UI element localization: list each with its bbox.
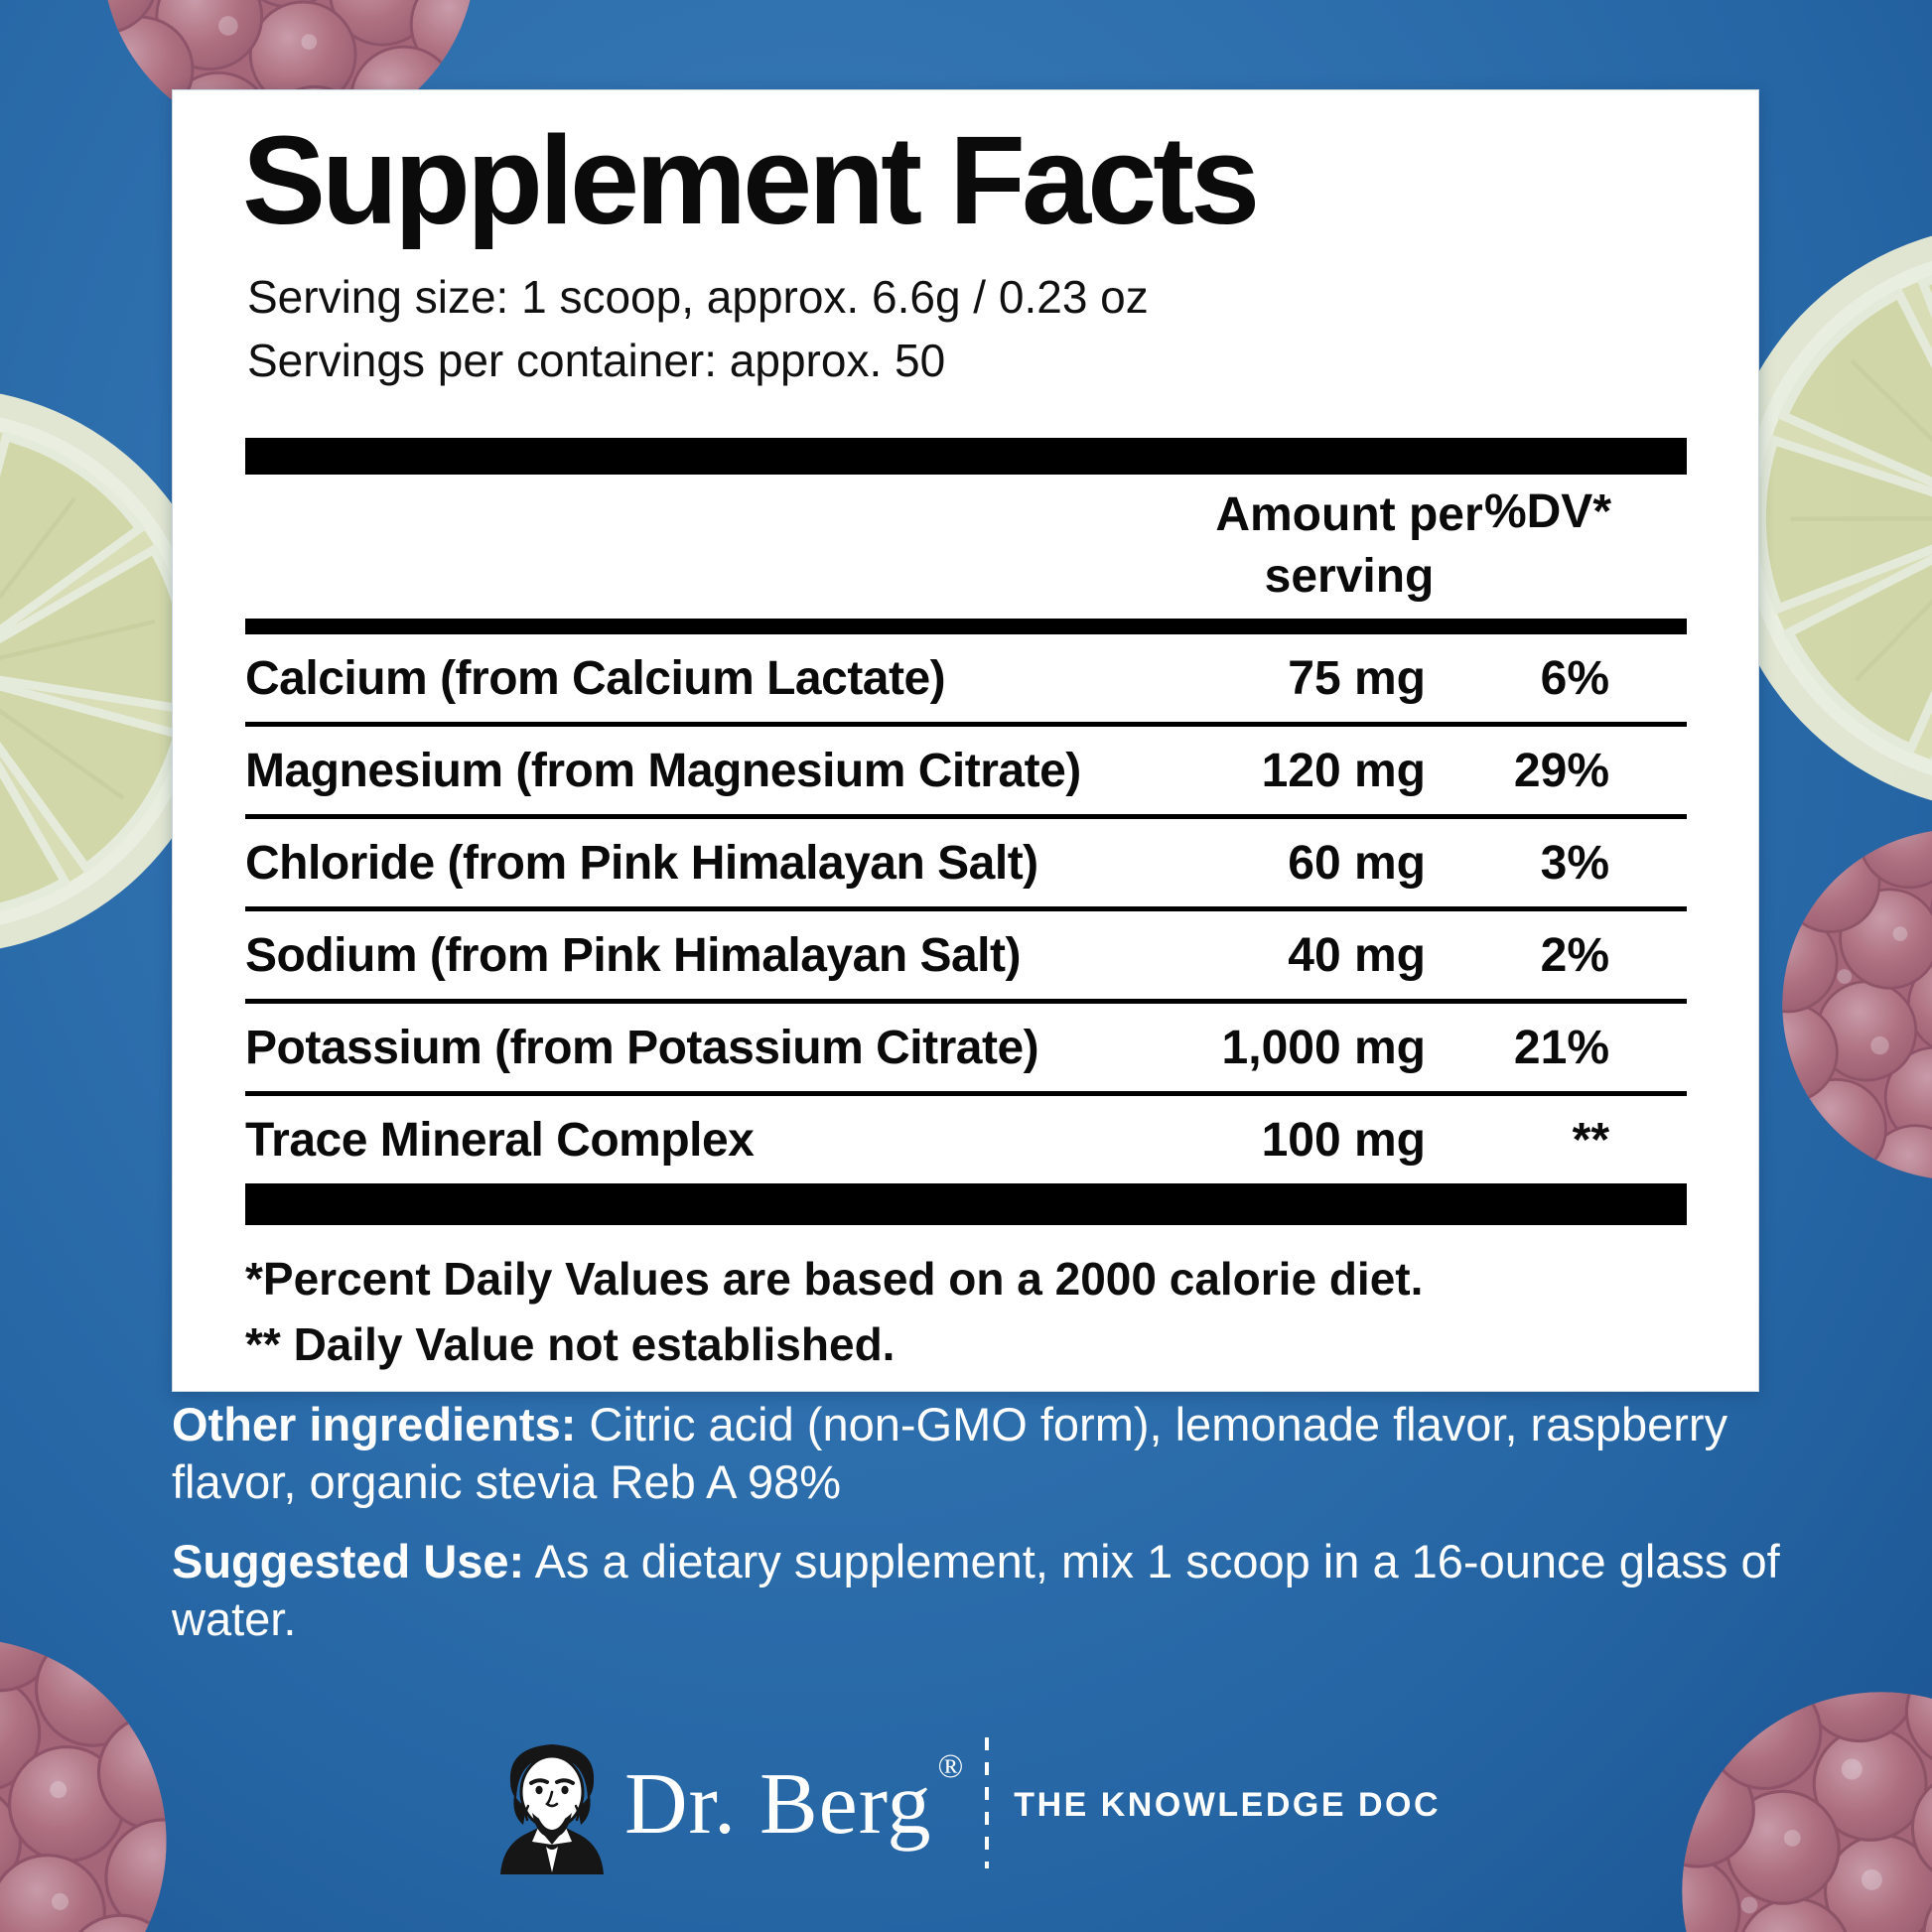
table-header: Amount per serving %DV* (245, 475, 1687, 619)
suggested-use-text: As a dietary supplement, mix 1 scoop in … (172, 1535, 1780, 1645)
footnotes: *Percent Daily Values are based on a 200… (245, 1246, 1423, 1377)
suggested-use-label: Suggested Use: (172, 1535, 525, 1587)
nutrient-amount: 60 mg (1288, 836, 1426, 890)
other-ingredients-label: Other ingredients: (172, 1398, 577, 1450)
servings-per-container-line: Servings per container: approx. 50 (247, 335, 946, 386)
nutrition-table: Amount per serving %DV* Calcium (from Ca… (245, 438, 1687, 1225)
nutrient-name: Chloride (from Pink Himalayan Salt) (245, 836, 1038, 890)
nutrient-amount: 75 mg (1288, 651, 1426, 705)
nutrient-name: Sodium (from Pink Himalayan Salt) (245, 928, 1021, 982)
nutrient-dv: 21% (1513, 1021, 1609, 1074)
nutrient-dv: 3% (1540, 836, 1609, 890)
supplement-facts-panel: Supplement Facts Serving size: 1 scoop, … (172, 89, 1759, 1392)
table-row: Trace Mineral Complex 100 mg ** (245, 1096, 1687, 1188)
dashed-divider (984, 1733, 990, 1877)
footnote-not-established: ** Daily Value not established. (245, 1318, 896, 1370)
brand-name: Dr. Berg (623, 1756, 932, 1853)
other-ingredients-text: Citric acid (non-GMO form), lemonade fla… (172, 1398, 1728, 1508)
supplement-facts-title: Supplement Facts (242, 110, 1260, 250)
amount-per-serving-header: Amount per serving (1215, 488, 1483, 603)
brand-footer: Dr. Berg ® THE KNOWLEDGE DOC (0, 1731, 1932, 1878)
nutrient-amount: 100 mg (1261, 1113, 1426, 1167)
table-divider-bar (245, 619, 1687, 634)
nutrient-name: Trace Mineral Complex (245, 1113, 755, 1167)
table-row: Calcium (from Calcium Lactate) 75 mg 6% (245, 634, 1687, 727)
nutrient-amount: 40 mg (1288, 928, 1426, 982)
nutrient-name: Magnesium (from Magnesium Citrate) (245, 744, 1081, 797)
registered-trademark-symbol: ® (937, 1747, 965, 1785)
table-row: Potassium (from Potassium Citrate) 1,000… (245, 1004, 1687, 1096)
dr-berg-portrait-icon (491, 1735, 613, 1874)
additional-info: Other ingredients: Citric acid (non-GMO … (172, 1396, 1804, 1670)
raspberry-icon (1736, 783, 1932, 1226)
nutrient-dv: 29% (1513, 744, 1609, 797)
nutrient-dv: 6% (1540, 651, 1609, 705)
nutrient-amount: 120 mg (1261, 744, 1426, 797)
nutrient-name: Potassium (from Potassium Citrate) (245, 1021, 1039, 1074)
nutrient-amount: 1,000 mg (1221, 1021, 1426, 1074)
serving-info: Serving size: 1 scoop, approx. 6.6g / 0.… (247, 265, 1149, 392)
nutrient-dv: 2% (1540, 928, 1609, 982)
brand-wordmark: Dr. Berg ® (624, 1749, 964, 1849)
table-divider-bar (245, 438, 1687, 475)
suggested-use-paragraph: Suggested Use: As a dietary supplement, … (172, 1533, 1804, 1648)
other-ingredients-paragraph: Other ingredients: Citric acid (non-GMO … (172, 1396, 1804, 1511)
nutrient-dv: ** (1572, 1113, 1609, 1167)
table-divider-bar (245, 1188, 1687, 1225)
nutrient-name: Calcium (from Calcium Lactate) (245, 651, 946, 705)
table-row: Magnesium (from Magnesium Citrate) 120 m… (245, 727, 1687, 819)
table-row: Sodium (from Pink Himalayan Salt) 40 mg … (245, 911, 1687, 1004)
serving-size-line: Serving size: 1 scoop, approx. 6.6g / 0.… (247, 271, 1149, 323)
percent-dv-header: %DV* (1483, 485, 1611, 538)
table-row: Chloride (from Pink Himalayan Salt) 60 m… (245, 819, 1687, 911)
brand-tagline: THE KNOWLEDGE DOC (1014, 1785, 1442, 1824)
footnote-percent-dv: *Percent Daily Values are based on a 200… (245, 1253, 1424, 1305)
